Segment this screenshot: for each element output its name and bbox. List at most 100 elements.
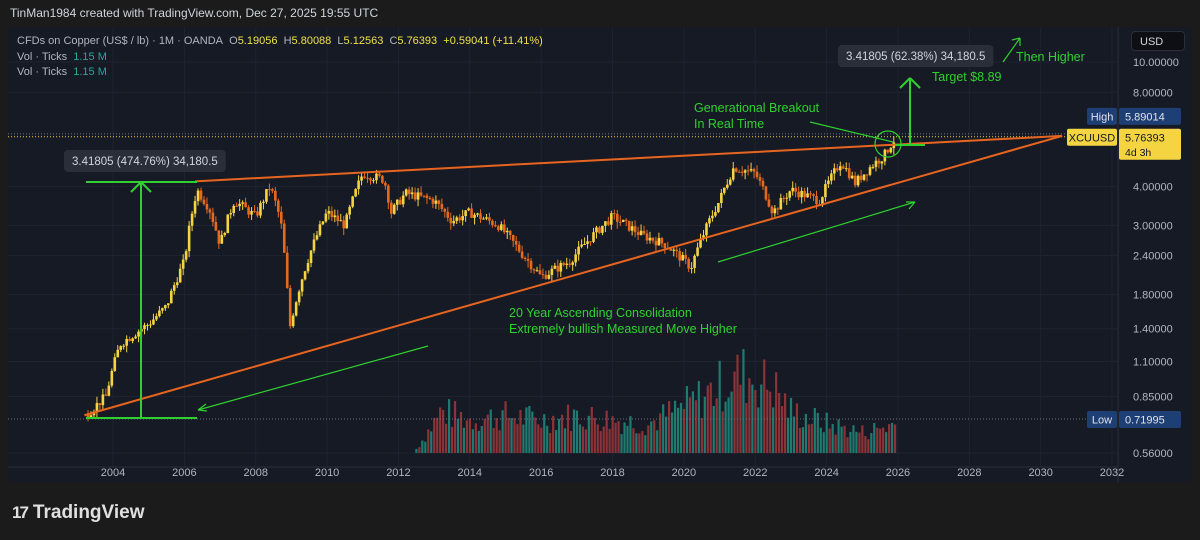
candle-body xyxy=(791,187,795,192)
volume-bar xyxy=(861,425,864,453)
candle-body xyxy=(815,195,818,205)
volume-bar xyxy=(801,427,805,453)
low-label: L xyxy=(337,35,344,47)
volume-bar xyxy=(858,432,861,453)
volume-bar xyxy=(620,434,623,453)
volume-bar xyxy=(572,409,576,453)
time-axis-tick-label: 2012 xyxy=(386,467,410,479)
price-axis-tick-label: 10.00000 xyxy=(1133,57,1179,69)
volume-bar xyxy=(433,418,436,453)
price-axis-tick-label: 1.40000 xyxy=(1133,324,1173,336)
target-arrowhead xyxy=(899,77,911,89)
volume-bar xyxy=(813,407,816,453)
candle-body xyxy=(809,193,812,195)
high-value: 5.80088 xyxy=(291,35,332,47)
candle-body xyxy=(357,180,360,190)
candle-body xyxy=(265,189,268,202)
candle-body xyxy=(654,240,658,246)
volume-bar xyxy=(596,424,599,453)
tradingview-logo-text: TradingView xyxy=(32,502,145,523)
candle-body xyxy=(601,225,604,233)
candle-body xyxy=(390,202,393,214)
candle-body xyxy=(880,161,884,164)
candle-body xyxy=(467,208,470,211)
trend-arrow-right xyxy=(717,201,916,263)
price-axis-tick-label: 4.00000 xyxy=(1133,181,1173,193)
volume-bar xyxy=(870,432,873,453)
candle-body xyxy=(737,171,741,173)
candle-body xyxy=(752,169,756,172)
candle-body xyxy=(883,149,887,162)
chart-panel[interactable]: 10.00000 8.00000 4.00000 3.00000 2.40000 1.80… xyxy=(8,27,1192,482)
candle-body xyxy=(119,346,123,350)
breakout-pointer-arrow xyxy=(809,121,894,143)
volume-bar xyxy=(831,423,834,453)
candle-body xyxy=(395,199,399,205)
volume-bar xyxy=(712,405,715,453)
candle-body xyxy=(190,213,194,226)
currency-button[interactable]: USD xyxy=(1131,31,1185,51)
volume-bar xyxy=(682,408,686,453)
volume-bar xyxy=(668,401,671,453)
price-label-name: Low xyxy=(1092,414,1112,426)
candle-body xyxy=(238,203,241,207)
volume-bar xyxy=(522,424,525,453)
candle-body xyxy=(827,180,830,185)
volume-bar xyxy=(566,404,570,453)
candle-body xyxy=(577,246,580,255)
price-label-name: High xyxy=(1091,111,1114,123)
symbol-name[interactable]: CFDs on Copper (US$ / lb) · 1M · OANDA xyxy=(17,35,223,47)
candle-body xyxy=(187,225,191,252)
candle-body xyxy=(812,194,815,196)
candle-body xyxy=(824,184,827,198)
candle-body xyxy=(473,214,476,218)
candle-body xyxy=(152,319,155,325)
candle-body xyxy=(877,160,881,164)
volume-bar xyxy=(709,382,712,453)
volume-bar xyxy=(703,396,706,453)
candle-body xyxy=(437,200,441,204)
tradingview-logo[interactable]: 17 TradingView xyxy=(12,502,145,524)
candle-body xyxy=(764,186,768,200)
volume-bar xyxy=(873,423,876,453)
volume-bar xyxy=(763,359,766,453)
volume-bar xyxy=(623,422,626,453)
candle-body xyxy=(749,169,753,171)
volume-bar xyxy=(783,393,787,453)
volume-bar xyxy=(483,418,486,453)
candle-body xyxy=(387,185,390,203)
candle-body xyxy=(479,213,482,220)
volume-bar xyxy=(599,431,602,453)
volume-bar xyxy=(575,410,579,453)
volume-bar xyxy=(468,418,471,453)
candle-body xyxy=(413,192,417,200)
volume-bar xyxy=(584,429,587,453)
candle-body xyxy=(690,267,693,269)
volume-legend-2[interactable]: Vol · Ticks 1.15 M xyxy=(17,65,543,81)
volume-bar xyxy=(653,420,656,453)
volume-legend-1[interactable]: Vol · Ticks 1.15 M xyxy=(17,50,543,66)
candle-body xyxy=(651,237,655,241)
volume-bar xyxy=(465,420,469,453)
volume-bar xyxy=(891,422,894,453)
volume-bar xyxy=(781,406,784,453)
volume-bar xyxy=(489,409,492,453)
candle-body xyxy=(767,199,771,207)
volume-bar xyxy=(427,429,430,453)
price-label-tag xyxy=(1087,107,1117,125)
volume-bar xyxy=(837,419,840,453)
candle-body xyxy=(208,209,212,213)
tradingview-logo-mark: 17 xyxy=(12,503,29,522)
price-chart[interactable]: 10.00000 8.00000 4.00000 3.00000 2.40000 1.80… xyxy=(8,27,1192,482)
candle-body xyxy=(705,223,708,236)
volume-bar xyxy=(807,424,810,453)
time-axis-tick-label: 2016 xyxy=(529,467,553,479)
candle-body xyxy=(678,251,682,261)
volume-bar xyxy=(498,430,501,453)
candle-body xyxy=(369,178,372,181)
volume-bar xyxy=(819,427,822,453)
candle-body xyxy=(306,262,310,272)
volume-bar xyxy=(558,418,561,453)
candle-body xyxy=(595,227,598,233)
candle-body xyxy=(702,235,705,239)
